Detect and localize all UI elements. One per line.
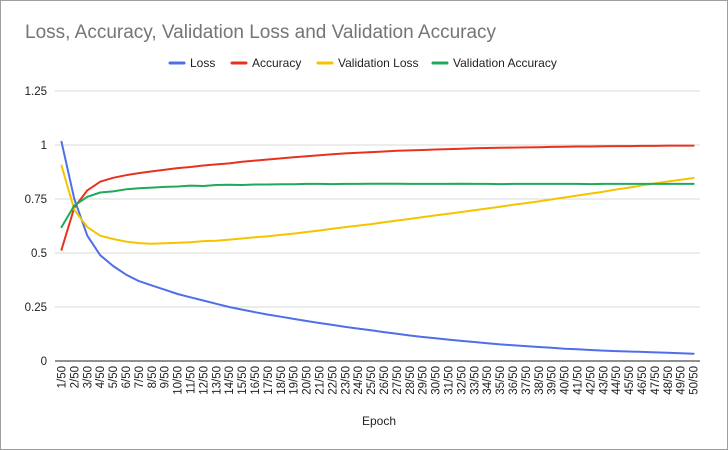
x-tick-label: 32/50 xyxy=(456,366,468,395)
x-tick-label: 14/50 xyxy=(224,366,236,395)
x-tick-label: 48/50 xyxy=(663,366,675,395)
x-tick-label: 15/50 xyxy=(237,366,249,395)
x-tick-label: 5/50 xyxy=(108,366,120,388)
y-tick-label: 0.75 xyxy=(25,194,47,206)
y-tick-label: 0.25 xyxy=(25,302,47,314)
x-tick-label: 44/50 xyxy=(611,366,623,395)
series-line-loss xyxy=(60,140,695,355)
x-tick-label: 12/50 xyxy=(198,366,210,395)
x-tick-label: 31/50 xyxy=(443,366,455,395)
x-tick-label: 46/50 xyxy=(637,366,649,395)
x-tick-label: 26/50 xyxy=(379,366,391,395)
x-tick-label: 2/50 xyxy=(69,366,81,388)
x-tick-label: 50/50 xyxy=(689,366,701,395)
x-tick-label: 13/50 xyxy=(211,366,223,395)
legend-label: Loss xyxy=(190,56,215,70)
gridlines xyxy=(55,90,700,308)
x-tick-label: 43/50 xyxy=(598,366,610,395)
x-tick-label: 23/50 xyxy=(340,366,352,395)
x-tick-label: 20/50 xyxy=(302,366,314,395)
series-line-validation-accuracy xyxy=(60,182,695,229)
x-tick-label: 18/50 xyxy=(276,366,288,395)
x-tick-label: 11/50 xyxy=(185,366,197,394)
x-tick-label: 10/50 xyxy=(173,366,185,395)
x-tick-label: 1/50 xyxy=(56,366,68,388)
x-tick-label: 4/50 xyxy=(95,366,107,388)
x-tick-label: 30/50 xyxy=(431,366,443,395)
x-tick-label: 24/50 xyxy=(353,366,365,395)
x-tick-label: 45/50 xyxy=(624,366,636,395)
series-lines xyxy=(60,140,695,355)
x-tick-label: 25/50 xyxy=(366,366,378,395)
legend-label: Validation Accuracy xyxy=(453,56,557,70)
x-tick-label: 22/50 xyxy=(327,366,339,395)
x-tick-label: 6/50 xyxy=(121,366,133,388)
x-tick-label: 16/50 xyxy=(250,366,262,395)
x-tick-label: 7/50 xyxy=(134,366,146,388)
x-axis-ticks: 1/50 2/50 3/50 4/50 5/50 6/50 7/50 8/50 9/50 10/5… xyxy=(56,366,700,395)
x-tick-label: 9/50 xyxy=(160,366,172,388)
series-line-validation-loss xyxy=(60,164,695,245)
series-line-accuracy xyxy=(60,144,695,251)
x-tick-label: 40/50 xyxy=(560,366,572,395)
y-tick-label: 1 xyxy=(41,140,47,152)
x-tick-label: 34/50 xyxy=(482,366,494,395)
x-tick-label: 41/50 xyxy=(572,366,584,395)
legend-label: Validation Loss xyxy=(338,56,419,70)
x-tick-label: 28/50 xyxy=(405,366,417,395)
x-tick-label: 33/50 xyxy=(469,366,481,395)
x-tick-label: 37/50 xyxy=(521,366,533,395)
x-tick-label: 39/50 xyxy=(547,366,559,395)
x-tick-label: 35/50 xyxy=(495,366,507,395)
x-tick-label: 36/50 xyxy=(508,366,520,395)
x-tick-label: 21/50 xyxy=(314,366,326,395)
x-tick-label: 29/50 xyxy=(418,366,430,395)
legend-label: Accuracy xyxy=(252,56,301,70)
x-tick-label: 17/50 xyxy=(263,366,275,395)
x-tick-label: 19/50 xyxy=(289,366,301,395)
x-axis-title: Epoch xyxy=(362,414,396,428)
y-tick-label: 1.25 xyxy=(25,86,47,98)
chart-legend: Loss Accuracy Validation Loss Validation Ac… xyxy=(168,56,557,70)
x-tick-label: 3/50 xyxy=(82,366,94,388)
y-tick-label: 0.5 xyxy=(31,248,47,260)
y-axis-ticks: 0 0.25 0.5 0.75 1 1.25 xyxy=(25,86,47,368)
x-tick-label: 47/50 xyxy=(650,366,662,395)
x-tick-label: 8/50 xyxy=(147,366,159,388)
x-tick-label: 38/50 xyxy=(534,366,546,395)
y-tick-label: 0 xyxy=(41,356,47,368)
x-tick-label: 42/50 xyxy=(585,366,597,395)
x-tick-label: 27/50 xyxy=(392,366,404,395)
x-tick-label: 49/50 xyxy=(676,366,688,395)
chart-title: Loss, Accuracy, Validation Loss and Vali… xyxy=(25,22,497,43)
